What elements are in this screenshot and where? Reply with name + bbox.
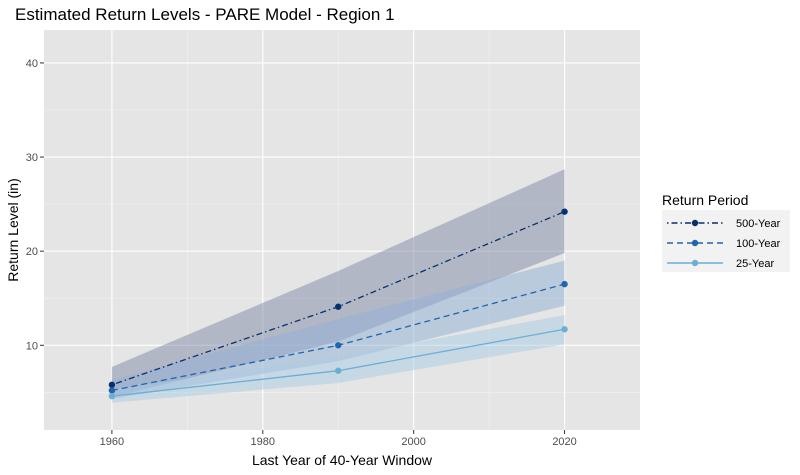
series-points <box>108 208 568 400</box>
y-tick-label: 30 <box>26 152 38 164</box>
point-25-year <box>561 326 568 333</box>
band-100-year <box>111 260 565 399</box>
point-25-year <box>108 392 116 400</box>
x-tick-label: 1960 <box>100 436 124 448</box>
legend-point-100-year <box>691 239 699 247</box>
axis-ticks: 1960 1980 2000 2020 10 20 30 40 <box>26 58 577 448</box>
y-tick-label: 40 <box>26 58 38 70</box>
legend-label-500-year: 500-Year <box>736 218 781 230</box>
point-500-year <box>108 381 116 389</box>
legend-title: Return Period <box>662 192 748 208</box>
legend: Return Period 500-Year 100-Year 25-Year <box>662 192 790 272</box>
legend-point-500-year <box>691 219 699 227</box>
y-tick-label: 10 <box>26 340 38 352</box>
point-500-year <box>561 208 568 215</box>
band-25-year <box>111 315 565 403</box>
band-500-year <box>111 169 565 398</box>
point-25-year <box>335 367 342 374</box>
x-tick-label: 2000 <box>401 436 425 448</box>
y-tick-label: 20 <box>26 246 38 258</box>
confidence-bands <box>111 169 565 403</box>
point-100-year <box>561 280 568 288</box>
point-100-year <box>108 387 116 394</box>
legend-point-25-year <box>691 259 699 267</box>
x-axis-title: Last Year of 40-Year Window <box>252 452 433 468</box>
chart-title: Estimated Return Levels - PARE Model - R… <box>15 5 395 24</box>
point-500-year <box>335 303 342 310</box>
legend-label-25-year: 25-Year <box>736 258 774 270</box>
point-100-year <box>335 342 342 349</box>
legend-label-100-year: 100-Year <box>736 238 781 250</box>
x-tick-label: 2020 <box>552 436 576 448</box>
y-axis-title: Return Level (in) <box>5 178 21 282</box>
x-tick-label: 1980 <box>251 436 275 448</box>
